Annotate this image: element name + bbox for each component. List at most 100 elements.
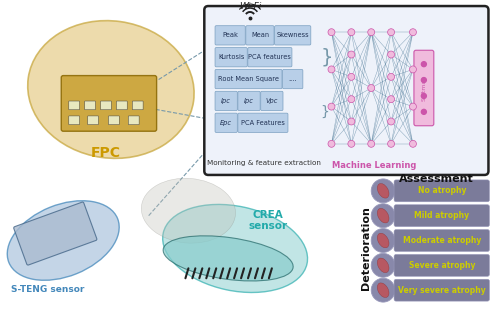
FancyBboxPatch shape (394, 205, 490, 226)
FancyBboxPatch shape (69, 116, 80, 125)
Circle shape (328, 29, 335, 36)
Text: Mild atrophy: Mild atrophy (414, 211, 470, 220)
Text: No atrophy: No atrophy (418, 186, 466, 195)
Circle shape (371, 179, 395, 203)
Text: Skewness: Skewness (276, 32, 309, 38)
Ellipse shape (163, 236, 293, 281)
Circle shape (368, 140, 374, 147)
Ellipse shape (8, 201, 119, 280)
Circle shape (348, 96, 355, 103)
FancyBboxPatch shape (394, 255, 490, 276)
Circle shape (422, 78, 426, 83)
Text: CREA
sensor: CREA sensor (248, 210, 288, 232)
Text: }: } (320, 105, 330, 119)
FancyBboxPatch shape (215, 113, 238, 132)
Circle shape (371, 253, 395, 277)
FancyBboxPatch shape (61, 76, 156, 131)
Ellipse shape (378, 183, 389, 198)
FancyBboxPatch shape (88, 116, 99, 125)
Text: Epc: Epc (220, 120, 232, 126)
Text: Very severe atrophy: Very severe atrophy (398, 286, 486, 295)
Circle shape (348, 140, 355, 147)
FancyBboxPatch shape (215, 48, 247, 67)
FancyBboxPatch shape (394, 230, 490, 251)
Ellipse shape (378, 258, 389, 273)
Circle shape (328, 140, 335, 147)
FancyBboxPatch shape (238, 91, 260, 111)
Text: }: } (320, 48, 333, 67)
Circle shape (371, 229, 395, 252)
Text: PCA features: PCA features (248, 54, 292, 60)
Ellipse shape (378, 283, 389, 298)
FancyBboxPatch shape (215, 91, 238, 111)
Circle shape (348, 29, 355, 36)
Circle shape (371, 204, 395, 227)
FancyBboxPatch shape (215, 26, 245, 45)
FancyBboxPatch shape (108, 116, 120, 125)
FancyBboxPatch shape (274, 26, 311, 45)
Circle shape (328, 103, 335, 110)
Text: Vpc: Vpc (266, 98, 278, 104)
Ellipse shape (378, 208, 389, 223)
Text: S-TENG sensor: S-TENG sensor (10, 285, 84, 294)
Text: Moderate atrophy: Moderate atrophy (402, 236, 481, 245)
FancyBboxPatch shape (260, 91, 283, 111)
Circle shape (368, 85, 374, 92)
FancyBboxPatch shape (132, 101, 143, 110)
Text: Wi-Fi: Wi-Fi (239, 2, 261, 11)
Circle shape (368, 29, 374, 36)
FancyBboxPatch shape (394, 180, 490, 202)
Circle shape (422, 93, 426, 99)
FancyBboxPatch shape (69, 101, 80, 110)
Ellipse shape (142, 178, 236, 243)
Text: Ipc: Ipc (244, 98, 254, 104)
FancyBboxPatch shape (394, 279, 490, 301)
Text: Machine Learning: Machine Learning (332, 160, 416, 169)
Circle shape (348, 118, 355, 125)
Text: Root Mean Square: Root Mean Square (218, 76, 279, 82)
Text: Ipc: Ipc (221, 98, 231, 104)
FancyBboxPatch shape (215, 70, 282, 89)
FancyBboxPatch shape (128, 116, 139, 125)
Text: Kurtosis: Kurtosis (218, 54, 244, 60)
FancyBboxPatch shape (14, 202, 97, 265)
Circle shape (422, 109, 426, 114)
FancyBboxPatch shape (204, 6, 489, 175)
Circle shape (388, 118, 394, 125)
Text: Monitoring & feature extraction: Monitoring & feature extraction (207, 160, 321, 166)
Circle shape (388, 73, 394, 80)
Circle shape (422, 62, 426, 67)
Text: Mean: Mean (251, 32, 269, 38)
FancyBboxPatch shape (248, 48, 292, 67)
FancyBboxPatch shape (414, 50, 434, 126)
Circle shape (410, 140, 416, 147)
Circle shape (388, 140, 394, 147)
Circle shape (410, 66, 416, 73)
Text: Severe atrophy: Severe atrophy (408, 261, 475, 270)
Circle shape (348, 51, 355, 58)
Text: Softmax: Softmax (422, 75, 426, 101)
FancyBboxPatch shape (246, 26, 274, 45)
Text: ....: .... (288, 76, 297, 82)
FancyBboxPatch shape (238, 113, 288, 132)
FancyBboxPatch shape (282, 70, 303, 89)
Circle shape (348, 73, 355, 80)
FancyBboxPatch shape (100, 101, 112, 110)
Circle shape (328, 66, 335, 73)
Circle shape (410, 103, 416, 110)
Text: Peak: Peak (222, 32, 238, 38)
Circle shape (388, 96, 394, 103)
Ellipse shape (162, 204, 308, 293)
Ellipse shape (378, 233, 389, 248)
Text: FPC: FPC (91, 146, 121, 160)
Circle shape (388, 51, 394, 58)
Ellipse shape (28, 21, 194, 158)
Text: Deterioration: Deterioration (361, 206, 371, 290)
FancyBboxPatch shape (116, 101, 127, 110)
Circle shape (388, 29, 394, 36)
Circle shape (371, 278, 395, 302)
Circle shape (410, 29, 416, 36)
Text: PCA Features: PCA Features (241, 120, 285, 126)
FancyBboxPatch shape (84, 101, 96, 110)
Text: Assessment: Assessment (400, 174, 474, 184)
